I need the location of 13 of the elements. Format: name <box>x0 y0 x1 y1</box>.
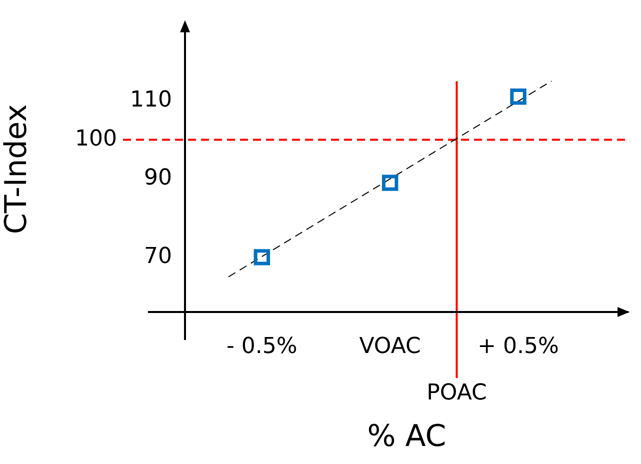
y-tick-label: 70 <box>144 244 172 269</box>
ref-line-label: POAC <box>426 380 487 406</box>
x-tick-label: VOAC <box>359 334 421 359</box>
x-tick-label: - 0.5% <box>226 334 298 359</box>
ref-line-label: 100 <box>75 126 117 152</box>
y-tick-label: 110 <box>130 87 172 112</box>
y-axis-title: CT-Index <box>0 104 34 234</box>
point <box>382 174 398 191</box>
point <box>510 88 526 105</box>
x-axis-title: % AC <box>367 418 446 454</box>
point <box>254 249 270 266</box>
y-tick-label: 90 <box>144 166 172 191</box>
x-tick-label: + 0.5% <box>478 334 559 359</box>
